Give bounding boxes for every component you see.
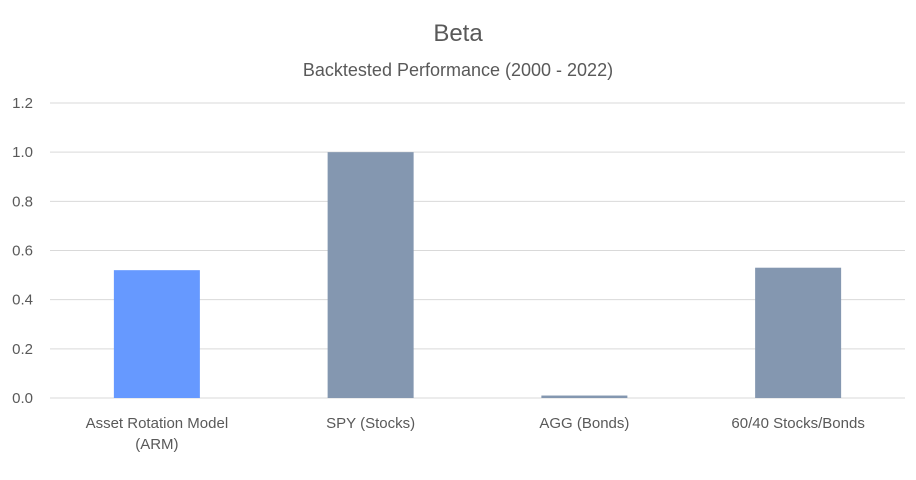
y-tick-label: 0.4 [12, 292, 33, 309]
x-category-label: Asset Rotation Model [86, 415, 229, 432]
bar [755, 267, 842, 398]
x-category-label: AGG (Bonds) [539, 415, 629, 432]
bar [113, 270, 200, 398]
chart-title: Beta [433, 20, 483, 47]
chart-subtitle: Backtested Performance (2000 - 2022) [302, 60, 614, 80]
y-tick-label: 0.6 [12, 243, 33, 260]
x-category-label: (ARM) [135, 436, 178, 453]
x-category-label: 60/40 Stocks/Bonds [731, 415, 864, 432]
x-category-label: SPY (Stocks) [326, 415, 415, 432]
y-tick-label: 1.0 [12, 144, 33, 161]
y-tick-label: 0.2 [12, 341, 33, 358]
y-tick-label: 0.0 [12, 390, 33, 407]
bar [327, 152, 414, 398]
y-tick-label: 0.8 [12, 193, 33, 210]
bar [541, 395, 628, 398]
y-tick-label: 1.2 [12, 95, 33, 112]
